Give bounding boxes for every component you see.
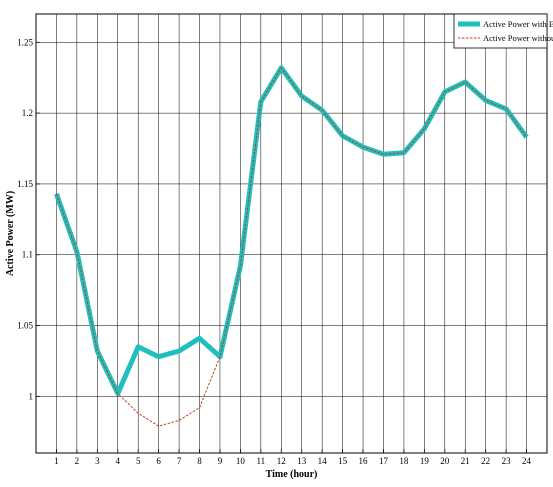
x-tick-label: 18 — [399, 456, 409, 466]
x-tick-label: 6 — [156, 456, 161, 466]
x-tick-label: 14 — [318, 456, 328, 466]
plot-frame — [35, 13, 548, 454]
x-tick-label: 17 — [379, 456, 389, 466]
series-lines — [54, 65, 529, 427]
x-tick-label: 19 — [420, 456, 430, 466]
x-tick-label: 16 — [359, 456, 369, 466]
x-tick-label: 10 — [236, 456, 246, 466]
x-tick-label: 23 — [502, 456, 512, 466]
series-line-with-ev — [54, 65, 529, 396]
legend-label-with-ev: Active Power with EV — [483, 19, 553, 29]
y-axis-title: Active Power (MW) — [5, 191, 16, 276]
x-tick-label: 9 — [218, 456, 223, 466]
x-tick-label: 11 — [257, 456, 266, 466]
legend-box — [453, 13, 548, 49]
x-tick-label: 15 — [338, 456, 348, 466]
x-axis-title: Time (hour) — [266, 469, 318, 480]
x-tick-label: 2 — [75, 456, 80, 466]
x-tick-label: 7 — [177, 456, 182, 466]
grid — [36, 14, 547, 453]
y-tick-label: 1.05 — [17, 321, 33, 331]
x-tick-label: 20 — [440, 456, 450, 466]
x-tick-label: 24 — [522, 456, 532, 466]
axis-ticks: 1 2 3 4 5 6 7 8 9 10 11 12 13 14 15 16 17 18 19 20 21 22 23 241… — [17, 37, 531, 466]
x-tick-label: 12 — [277, 456, 286, 466]
x-tick-label: 3 — [95, 456, 100, 466]
x-tick-label: 1 — [54, 456, 59, 466]
series-line-without-ev — [55, 66, 528, 427]
legend: Active Power with EV Active Power withou… — [453, 13, 553, 49]
legend-label-without-ev: Active Power without EV — [483, 33, 553, 43]
x-tick-label: 22 — [481, 456, 490, 466]
y-tick-label: 1.2 — [22, 108, 33, 118]
y-tick-label: 1.15 — [17, 179, 33, 189]
y-tick-label: 1.25 — [17, 37, 33, 47]
x-tick-label: 5 — [136, 456, 141, 466]
x-tick-label: 13 — [297, 456, 307, 466]
y-tick-label: 1.1 — [22, 250, 33, 260]
x-tick-label: 4 — [116, 456, 121, 466]
x-tick-label: 21 — [461, 456, 470, 466]
x-tick-label: 8 — [197, 456, 202, 466]
y-tick-label: 1 — [29, 391, 34, 401]
